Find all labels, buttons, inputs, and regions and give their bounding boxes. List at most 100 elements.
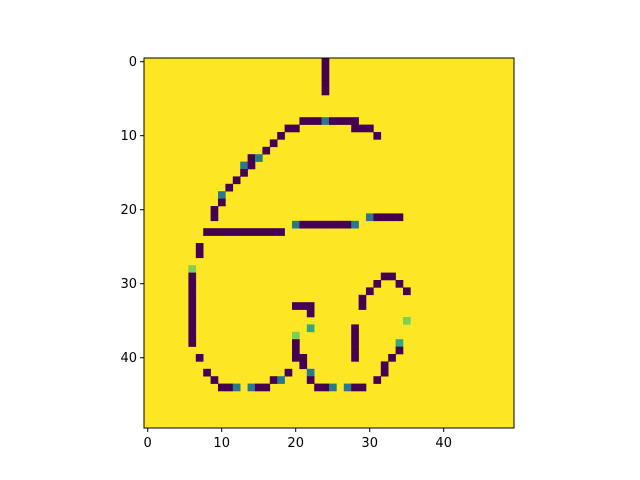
heatmap-cell [358,294,367,303]
heatmap-cell [321,65,330,74]
heatmap-cell [240,161,248,170]
heatmap-cell [321,87,330,96]
heatmap-cell [247,154,256,162]
heatmap-cell [306,117,315,125]
plot-area [144,58,514,428]
x-tick-label: 40 [435,436,452,451]
heatmap-cell [225,183,234,192]
heatmap-cell [395,280,404,288]
heatmap-cell [336,220,345,229]
heatmap-cell [255,383,263,392]
heatmap-cell [299,361,308,370]
y-tick-label: 20 [120,203,137,218]
heatmap-cell [269,376,278,384]
heatmap-cell [351,124,359,133]
heatmap-cell [210,228,219,236]
heatmap-cell [195,250,204,259]
heatmap-cell [247,383,256,392]
heatmap-cell [299,354,308,362]
x-tick: 0 [144,428,152,451]
heatmap-cell [262,146,271,155]
heatmap-cell [232,383,241,392]
heatmap-cell [373,132,382,140]
heatmap-cell [292,220,300,229]
heatmap-cell [351,324,359,333]
y-tick: 0 [129,55,144,70]
heatmap-cell [306,376,315,384]
y-tick-label: 30 [120,277,137,292]
heatmap-cell [366,213,374,222]
heatmap-cell [373,280,382,288]
heatmap-cell [255,228,263,236]
heatmap-cell [240,169,248,177]
heatmap-cell [388,354,396,362]
heatmap-cell [188,280,197,288]
heatmap-cell [336,117,345,125]
heatmap-cell [269,139,278,148]
heatmap-cell [195,354,204,362]
heatmap-cell [277,132,285,140]
heatmap-cell [314,117,322,125]
heatmap-cell [321,117,330,125]
heatmap-cell [366,124,374,133]
heatmap-cell [343,220,352,229]
heatmap-cell [188,302,197,310]
heatmap-cell [380,272,389,281]
y-tick: 30 [120,277,144,292]
heatmap-cell [240,228,248,236]
heatmap-cell [351,220,359,229]
x-tick-label: 10 [213,436,230,451]
heatmap-cell [195,243,204,251]
heatmap-cell [210,376,219,384]
heatmap-cell [262,383,271,392]
heatmap-cell [277,376,285,384]
x-tick: 30 [361,428,378,451]
heatmap-cell [277,228,285,236]
heatmap-cell [188,309,197,318]
heatmap-cell [262,228,271,236]
x-tick: 10 [213,428,230,451]
heatmap-cell [269,228,278,236]
heatmap-cell [388,213,396,222]
heatmap-cell [188,294,197,303]
heatmap-cell [321,72,330,81]
heatmap-cell [351,383,359,392]
heatmap-cell [373,376,382,384]
heatmap-cell [358,124,367,133]
heatmap-cell [343,117,352,125]
heatmap-cell [321,80,330,88]
heatmap-cell [218,383,226,392]
heatmap-cell [188,272,197,281]
heatmap-cell [403,317,411,325]
heatmap-cell [388,272,396,281]
y-tick: 10 [120,129,144,144]
heatmap-cell [188,317,197,325]
heatmap-cell [358,302,367,310]
heatmap-cell [314,383,322,392]
heatmap-cell [306,324,315,333]
heatmap-cell [358,383,367,392]
heatmap-cell [292,354,300,362]
heatmap-cell [366,287,374,296]
heatmap-cell [351,346,359,355]
heatmap-cell [380,361,389,370]
heatmap-cell [343,383,352,392]
y-tick-label: 40 [120,351,137,366]
heatmap-cell [299,302,308,310]
heatmap-cell [306,368,315,377]
heatmap-cell [395,339,404,347]
heatmap-cell [299,220,308,229]
heatmap-cell [247,161,256,170]
heatmap-cell [210,206,219,214]
heatmap-cell [255,154,263,162]
heatmap-cell [351,354,359,362]
heatmap-cell [188,265,197,273]
heatmap-cell [292,339,300,347]
y-tick: 20 [120,203,144,218]
heatmap-cell [292,124,300,133]
heatmap-cell [188,324,197,333]
heatmap-cell [395,346,404,355]
heatmap-cell [321,220,330,229]
heatmap-cell [306,302,315,310]
heatmap-cell [188,331,197,340]
